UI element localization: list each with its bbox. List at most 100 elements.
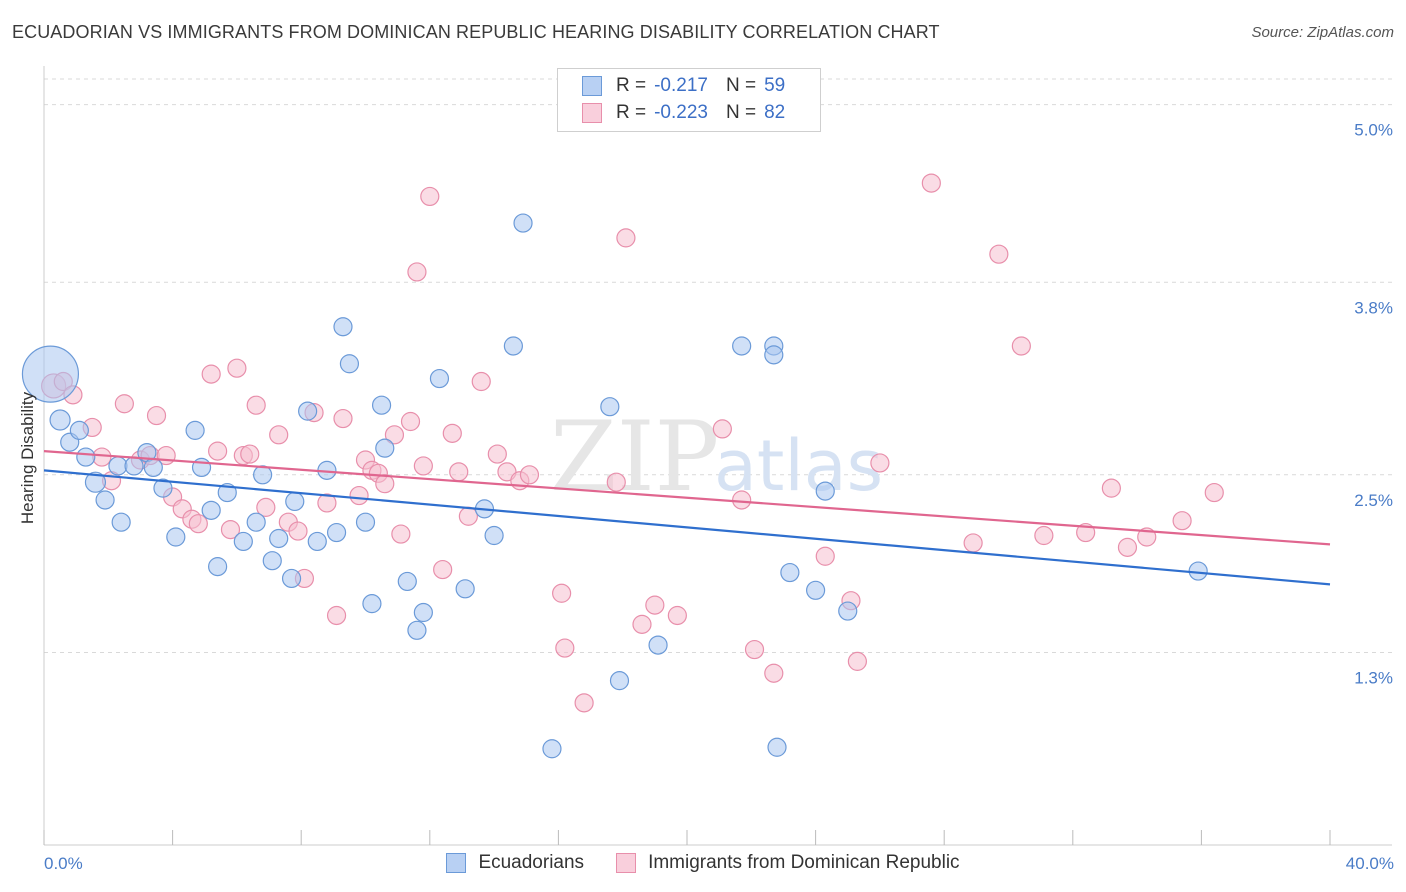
ecuadorian-point xyxy=(838,601,858,621)
dominican-point xyxy=(632,614,652,634)
dominican-point xyxy=(712,419,732,439)
legend-r-value: -0.223 xyxy=(654,102,708,123)
legend-n-label: N = xyxy=(725,102,757,123)
dominican-point xyxy=(326,605,347,626)
ecuadorian-point xyxy=(124,456,144,476)
ecuadorian-point xyxy=(298,401,318,421)
dominican-point xyxy=(667,605,687,626)
dominican-point xyxy=(963,533,983,553)
ecuadorian-point xyxy=(201,500,221,520)
dominican-point xyxy=(349,485,369,506)
dominican-point xyxy=(188,514,208,534)
ecuadorian-point xyxy=(166,527,186,547)
ecuadorian-point xyxy=(262,551,282,571)
dominican-point xyxy=(1172,511,1192,531)
dominican-point xyxy=(240,444,260,464)
ecuadorian-point xyxy=(407,620,427,640)
legend-r-value: -0.217 xyxy=(654,75,708,96)
dominican-point xyxy=(384,425,405,445)
ecuadorian-point xyxy=(339,354,360,374)
ecuadorian-point xyxy=(307,531,327,552)
dominican-point xyxy=(407,262,427,282)
ecuadorian-point xyxy=(253,465,273,485)
y-tick-label: 2.5% xyxy=(1354,491,1393,510)
dominican-point xyxy=(552,583,572,603)
dominican-point xyxy=(921,173,941,193)
ecuadorian-point xyxy=(281,568,302,589)
ecuadorian-point xyxy=(429,368,450,389)
dominican-point xyxy=(616,228,636,248)
dominican-point xyxy=(555,638,575,658)
legend-swatch-blue xyxy=(582,76,602,96)
dominican-trend-line xyxy=(43,450,1331,546)
dominican-point xyxy=(732,490,752,510)
dominican-point xyxy=(333,408,353,429)
series-legend: Ecuadorians Immigrants from Dominican Re… xyxy=(0,852,1406,874)
dominican-point xyxy=(645,595,665,615)
dominican-point xyxy=(1117,537,1138,557)
legend-r-label: R = xyxy=(616,75,647,96)
ecuadorian-point xyxy=(246,512,266,532)
dominican-point xyxy=(606,472,626,492)
dominican-point xyxy=(208,441,228,461)
dominican-point xyxy=(764,663,784,683)
dominican-point xyxy=(413,456,433,476)
dominican-point xyxy=(989,244,1009,264)
dominican-point xyxy=(400,411,421,432)
legend-item-ecuadorians[interactable]: Ecuadorians xyxy=(446,852,584,874)
source-label: Source: ZipAtlas.com xyxy=(1251,24,1394,41)
trend-lines xyxy=(43,450,1331,586)
ecuadorian-point xyxy=(371,395,392,415)
dominican-point xyxy=(1101,478,1121,498)
legend-label-dominican: Immigrants from Dominican Republic xyxy=(648,852,960,873)
chart-title: ECUADORIAN VS IMMIGRANTS FROM DOMINICAN … xyxy=(12,22,940,42)
ecuadorian-point xyxy=(455,579,475,599)
dominican-point xyxy=(744,639,765,660)
legend-n-label: N = xyxy=(725,75,757,96)
ecuadorian-trend-line xyxy=(43,469,1331,586)
dominican-point xyxy=(458,506,478,526)
dominican-point xyxy=(201,364,221,384)
legend-swatch-pink xyxy=(616,853,637,873)
dominican-point xyxy=(227,358,247,378)
dominican-point xyxy=(1204,482,1224,503)
series-ecuadorian-points xyxy=(21,213,1208,759)
dominican-point xyxy=(391,524,411,544)
ecuadorian-point xyxy=(76,447,96,467)
series-dominican-points xyxy=(41,173,1224,713)
dominican-point xyxy=(519,465,540,485)
ecuadorian-point xyxy=(609,671,630,691)
dominican-point xyxy=(288,521,308,541)
ecuadorian-point xyxy=(542,739,562,759)
dominican-point xyxy=(114,394,134,414)
ecuadorian-point xyxy=(600,397,620,417)
ecuadorian-point xyxy=(108,456,128,476)
ecuadorian-point xyxy=(21,345,80,403)
legend-row-dominican: R = -0.223 N = 82 xyxy=(582,100,785,126)
ecuadorian-point xyxy=(208,557,228,577)
dominican-point xyxy=(420,186,440,207)
ecuadorian-point xyxy=(413,602,433,623)
ecuadorian-point xyxy=(375,438,395,458)
dominican-point xyxy=(1011,336,1031,356)
ecuadorian-point xyxy=(503,336,523,356)
y-tick-label: 1.3% xyxy=(1354,669,1393,688)
dominican-point xyxy=(317,493,337,513)
ecuadorian-point xyxy=(732,336,752,356)
ecuadorian-point xyxy=(84,471,107,493)
dominican-point xyxy=(246,395,266,415)
ecuadorian-point xyxy=(185,420,205,440)
dominican-point xyxy=(375,474,395,494)
ecuadorian-point xyxy=(233,531,253,552)
ecuadorian-point xyxy=(111,512,131,532)
legend-n-value: 82 xyxy=(764,102,786,123)
legend-item-dominican[interactable]: Immigrants from Dominican Republic xyxy=(616,852,960,874)
ecuadorian-point xyxy=(780,562,800,583)
dominican-point xyxy=(269,425,289,445)
dominican-point xyxy=(433,559,453,580)
ecuadorian-point xyxy=(355,512,376,532)
legend-swatch-blue xyxy=(446,853,467,873)
ecuadorian-point xyxy=(648,635,668,655)
dominican-point xyxy=(471,371,491,392)
y-tick-label: 5.0% xyxy=(1354,121,1393,140)
